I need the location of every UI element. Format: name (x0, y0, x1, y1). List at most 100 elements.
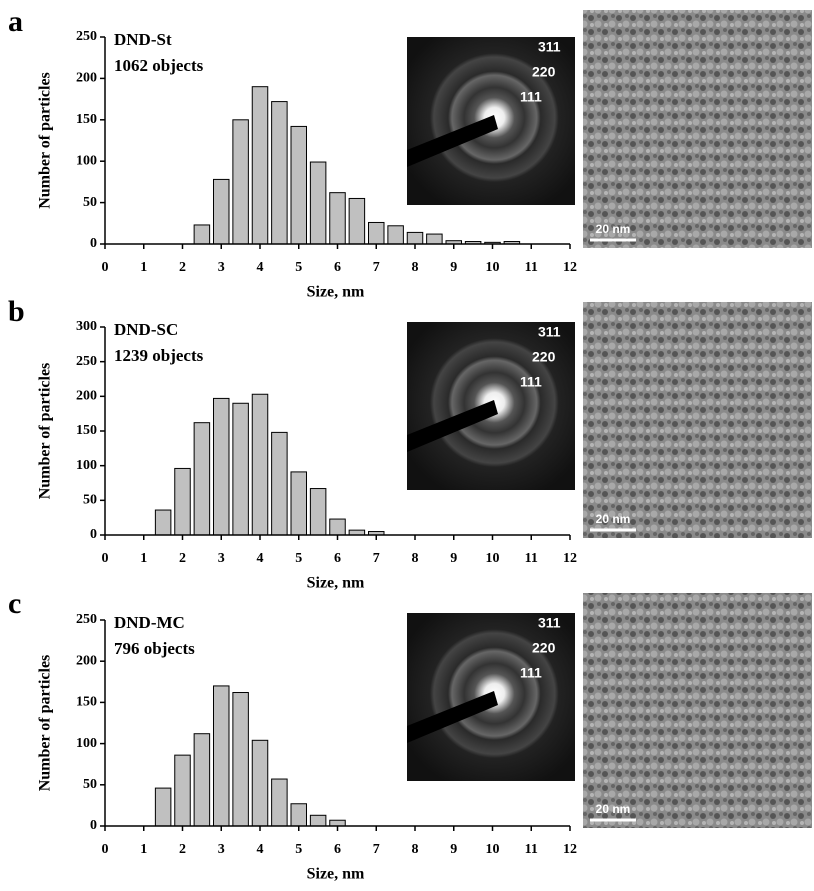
x-tick-label: 9 (450, 260, 457, 275)
bar (251, 393, 269, 536)
annotation: DND-St (114, 30, 172, 49)
y-tick-label: 250 (76, 354, 97, 369)
x-tick-label: 0 (102, 842, 109, 857)
bar (387, 225, 404, 245)
scale-bar-label: 20 nm (596, 512, 631, 526)
x-tick-label: 7 (373, 260, 380, 275)
bar (251, 86, 269, 245)
x-tick-label: 12 (563, 842, 577, 857)
y-tick-label: 150 (76, 695, 97, 710)
y-tick-label: 200 (76, 653, 97, 668)
diffraction-label: 220 (532, 64, 556, 80)
bar (348, 197, 366, 245)
bar (213, 178, 230, 245)
x-tick-label: 12 (563, 260, 577, 275)
x-axis-label: Size, nm (307, 575, 365, 592)
y-tick-label: 100 (76, 736, 97, 751)
bar (309, 488, 327, 536)
bar (329, 192, 346, 245)
bar (213, 397, 230, 536)
bar (406, 231, 424, 245)
diffraction-label: 311 (538, 39, 561, 55)
x-tick-label: 10 (486, 551, 500, 566)
bar (290, 803, 307, 827)
diffraction-label: 311 (538, 324, 561, 340)
x-tick-label: 5 (295, 551, 302, 566)
x-tick-label: 11 (525, 260, 538, 275)
bar (213, 685, 230, 827)
x-tick-label: 1 (140, 842, 147, 857)
x-tick-label: 2 (179, 551, 186, 566)
y-tick-label: 0 (90, 236, 97, 251)
x-tick-label: 5 (295, 842, 302, 857)
tem-image (583, 302, 812, 538)
bar (232, 692, 249, 827)
x-tick-label: 11 (525, 842, 538, 857)
scale-bar-label: 20 nm (596, 222, 631, 236)
x-tick-label: 6 (334, 842, 341, 857)
x-tick-label: 9 (450, 842, 457, 857)
bar (193, 733, 211, 827)
x-tick-label: 1 (140, 551, 147, 566)
y-tick-label: 50 (83, 493, 97, 508)
diffraction-label: 220 (532, 349, 556, 365)
x-tick-label: 0 (102, 551, 109, 566)
scale-bar-label: 20 nm (596, 802, 631, 816)
beam-stopper (407, 400, 498, 452)
x-tick-label: 7 (373, 842, 380, 857)
x-tick-label: 4 (257, 551, 264, 566)
annotation: 796 objects (114, 639, 195, 658)
bar (271, 101, 288, 245)
y-axis-label: Number of particles (37, 655, 54, 792)
y-tick-label: 150 (76, 423, 97, 438)
diffraction-label: 111 (520, 89, 542, 105)
annotation: DND-SC (114, 320, 178, 339)
x-tick-label: 7 (373, 551, 380, 566)
y-tick-label: 100 (76, 153, 97, 168)
diffraction-label: 311 (538, 615, 561, 631)
bar (174, 754, 191, 827)
x-axis-label: Size, nm (307, 284, 365, 301)
bar (329, 518, 346, 536)
x-tick-label: 8 (412, 551, 419, 566)
bar (426, 233, 443, 245)
annotation: 1239 objects (114, 346, 204, 365)
y-tick-label: 150 (76, 112, 97, 127)
diffraction-label: 111 (520, 374, 542, 390)
bar (251, 739, 269, 827)
x-tick-label: 5 (295, 260, 302, 275)
x-tick-label: 0 (102, 260, 109, 275)
y-axis-label: Number of particles (37, 72, 54, 209)
y-tick-label: 250 (76, 612, 97, 627)
bar (154, 787, 172, 827)
x-tick-label: 11 (525, 551, 538, 566)
y-tick-label: 200 (76, 389, 97, 404)
y-tick-label: 250 (76, 29, 97, 44)
y-tick-label: 50 (83, 777, 97, 792)
x-tick-label: 6 (334, 260, 341, 275)
y-tick-label: 0 (90, 818, 97, 833)
x-tick-label: 1 (140, 260, 147, 275)
annotation: DND-MC (114, 613, 185, 632)
panel-letter: a (8, 5, 23, 38)
beam-stopper (407, 115, 498, 167)
x-tick-label: 12 (563, 551, 577, 566)
x-tick-label: 2 (179, 842, 186, 857)
x-axis-label: Size, nm (307, 866, 365, 883)
bar (309, 814, 327, 827)
bar (368, 221, 385, 245)
bar (271, 431, 288, 536)
bar (309, 161, 327, 245)
y-tick-label: 300 (76, 319, 97, 334)
bar (193, 422, 211, 536)
panel-letter: b (8, 295, 25, 328)
bar (232, 402, 249, 536)
bar (174, 467, 191, 536)
bar (290, 471, 307, 536)
bar (271, 778, 288, 827)
x-tick-label: 10 (486, 842, 500, 857)
bar (290, 125, 307, 245)
x-tick-label: 3 (218, 260, 225, 275)
x-tick-label: 8 (412, 842, 419, 857)
